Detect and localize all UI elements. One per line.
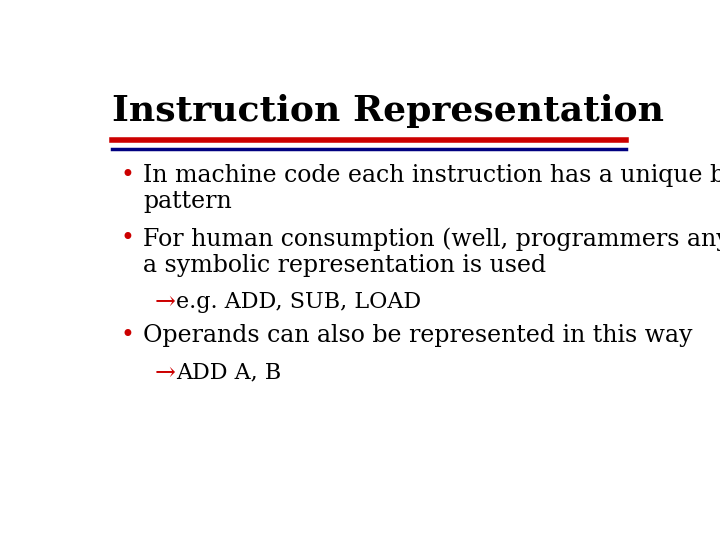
Text: Operands can also be represented in this way: Operands can also be represented in this… [143, 324, 693, 347]
Text: For human consumption (well, programmers anyway): For human consumption (well, programmers… [143, 227, 720, 251]
Text: Instruction Representation: Instruction Representation [112, 94, 665, 128]
Text: •: • [121, 324, 135, 347]
Text: e.g. ADD, SUB, LOAD: e.g. ADD, SUB, LOAD [176, 291, 422, 313]
Text: •: • [121, 164, 135, 187]
Text: a symbolic representation is used: a symbolic representation is used [143, 254, 546, 276]
Text: •: • [121, 227, 135, 251]
Text: →: → [154, 291, 175, 314]
Text: ADD A, B: ADD A, B [176, 362, 282, 384]
Text: In machine code each instruction has a unique bit: In machine code each instruction has a u… [143, 164, 720, 187]
Text: →: → [154, 362, 175, 384]
Text: pattern: pattern [143, 190, 232, 213]
